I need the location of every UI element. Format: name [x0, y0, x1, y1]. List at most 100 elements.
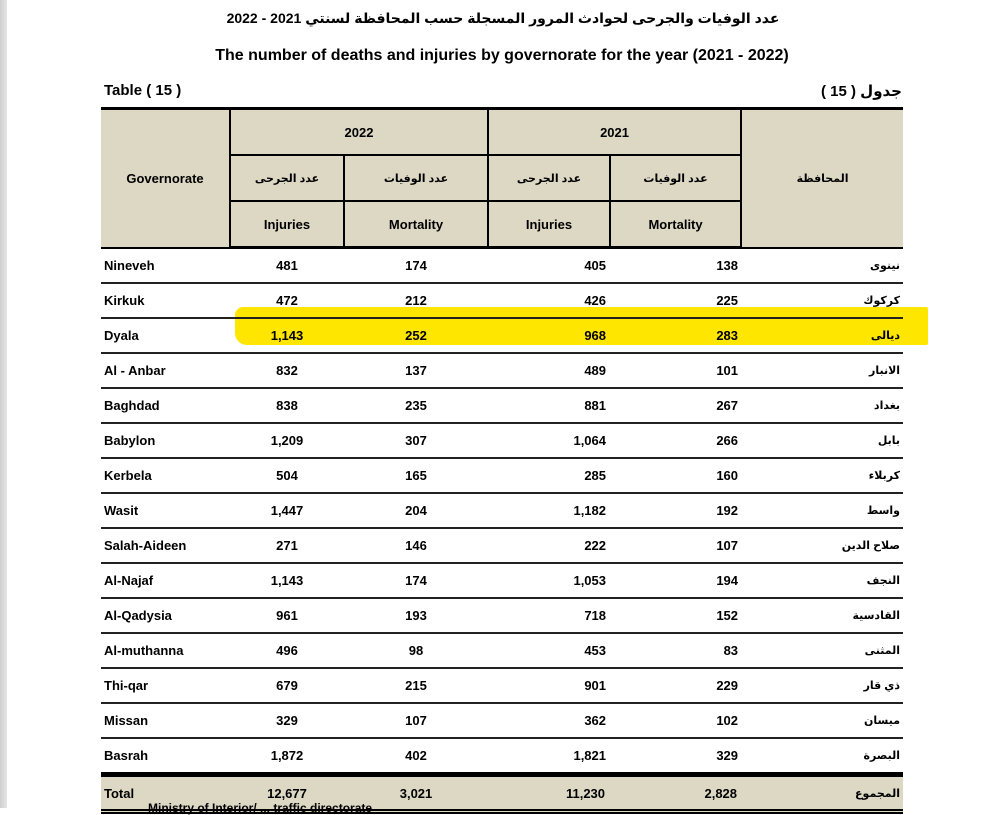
year-2021-header: 2021 — [487, 107, 743, 156]
mortality-2022-cell: 98 — [344, 633, 489, 669]
table-row: Salah-Aideen 271 146 222 107 صلاح الدين — [101, 528, 904, 564]
mortality-2021-cell: 225 — [610, 283, 742, 319]
total-label-ar: المجموع — [741, 772, 904, 814]
injuries-2022-cell: 838 — [230, 388, 344, 424]
injuries-2022-cell: 1,872 — [230, 738, 344, 776]
mortality-2021-cell: 102 — [610, 703, 742, 739]
governorate-en-cell: Nineveh — [101, 247, 230, 284]
injuries-2021-cell: 453 — [488, 633, 611, 669]
table-row: Nineveh 481 174 405 138 نينوى — [101, 247, 904, 284]
mortality-ar-header-2021: عدد الوفيات — [609, 154, 743, 202]
mortality-2021-cell: 101 — [610, 353, 742, 389]
injuries-2021-cell: 1,053 — [488, 563, 611, 599]
injuries-2021-cell: 881 — [488, 388, 611, 424]
governorate-ar-cell: كركوك — [741, 283, 904, 319]
table-row: Baghdad 838 235 881 267 بغداد — [101, 388, 904, 424]
injuries-2021-cell: 285 — [488, 458, 611, 494]
injuries-2021-cell: 489 — [488, 353, 611, 389]
governorate-en-cell: Kirkuk — [101, 283, 230, 319]
mortality-2022-cell: 174 — [344, 563, 489, 599]
governorate-table: Governorate 2022 2021 المحافظة عدد الجرح… — [101, 107, 904, 814]
mortality-2022-cell: 193 — [344, 598, 489, 634]
mortality-2022-cell: 137 — [344, 353, 489, 389]
governorate-ar-cell: النجف — [741, 563, 904, 599]
governorate-ar-cell: بغداد — [741, 388, 904, 424]
mortality-2021-cell: 329 — [610, 738, 742, 776]
injuries-2022-cell: 679 — [230, 668, 344, 704]
injuries-2021-cell: 1,064 — [488, 423, 611, 459]
mortality-2022-cell: 252 — [344, 318, 489, 354]
table-label-arabic: جدول ( 15 ) — [820, 83, 902, 100]
table-row: Al-Qadysia 961 193 718 152 القادسية — [101, 598, 904, 634]
mortality-2022-cell: 307 — [344, 423, 489, 459]
mortality-2022-cell: 174 — [344, 247, 489, 284]
governorate-ar-cell: ميسان — [741, 703, 904, 739]
table-row: Al-muthanna 496 98 453 83 المثنى — [101, 633, 904, 669]
mortality-2021-cell: 152 — [610, 598, 742, 634]
governorate-en-cell: Babylon — [101, 423, 230, 459]
table-row: Wasit 1,447 204 1,182 192 واسط — [101, 493, 904, 529]
table-row: Al - Anbar 832 137 489 101 الانبار — [101, 353, 904, 389]
injuries-2022-cell: 1,447 — [230, 493, 344, 529]
injuries-en-header-2022: Injuries — [229, 200, 345, 249]
mortality-ar-header-2022: عدد الوفيات — [342, 154, 490, 202]
table-label-english: Table ( 15 ) — [104, 82, 182, 99]
injuries-2021-cell: 426 — [488, 283, 611, 319]
mortality-2022-cell: 402 — [344, 738, 489, 776]
source-footnote: Ministry of Interior/ ... traffic direct… — [148, 801, 373, 815]
injuries-2021-cell: 222 — [488, 528, 611, 564]
mortality-en-header-2022: Mortality — [342, 200, 490, 249]
governorate-ar-cell: نينوى — [741, 247, 904, 284]
governorate-ar-cell: القادسية — [741, 598, 904, 634]
injuries-2022-cell: 1,143 — [230, 563, 344, 599]
mortality-2021-cell: 192 — [610, 493, 742, 529]
injuries-2021-cell: 718 — [488, 598, 611, 634]
injuries-2021-cell: 968 — [488, 318, 611, 354]
governorate-ar-cell: كربلاء — [741, 458, 904, 494]
mortality-2022-cell: 107 — [344, 703, 489, 739]
total-injuries-2021: 11,230 — [488, 772, 611, 814]
injuries-2022-cell: 1,209 — [230, 423, 344, 459]
mortality-2022-cell: 212 — [344, 283, 489, 319]
governorate-en-cell: Thi-qar — [101, 668, 230, 704]
injuries-2022-cell: 271 — [230, 528, 344, 564]
governorate-en-cell: Salah-Aideen — [101, 528, 230, 564]
mortality-2022-cell: 146 — [344, 528, 489, 564]
mortality-2021-cell: 138 — [610, 247, 742, 284]
governorate-header-ar: المحافظة — [740, 107, 904, 249]
mortality-2022-cell: 235 — [344, 388, 489, 424]
total-mortality-2021: 2,828 — [610, 772, 742, 814]
year-2022-header: 2022 — [228, 107, 490, 156]
total-row: Total 12,677 3,021 11,230 2,828 المجموع — [101, 772, 904, 814]
table-row: Kirkuk 472 212 426 225 كركوك — [101, 283, 904, 319]
injuries-2022-cell: 481 — [230, 247, 344, 284]
mortality-2021-cell: 266 — [610, 423, 742, 459]
table-row: Missan 329 107 362 102 ميسان — [101, 703, 904, 739]
governorate-en-cell: Kerbela — [101, 458, 230, 494]
governorate-en-cell: Al-muthanna — [101, 633, 230, 669]
mortality-en-header-2021: Mortality — [609, 200, 743, 249]
injuries-ar-header-2022: عدد الجرحى — [229, 154, 345, 202]
injuries-2022-cell: 472 — [230, 283, 344, 319]
table-row: Basrah 1,872 402 1,821 329 البصرة — [101, 738, 904, 776]
mortality-2021-cell: 283 — [610, 318, 742, 354]
injuries-2021-cell: 1,821 — [488, 738, 611, 776]
injuries-2022-cell: 961 — [230, 598, 344, 634]
mortality-2021-cell: 267 — [610, 388, 742, 424]
mortality-2021-cell: 107 — [610, 528, 742, 564]
mortality-2021-cell: 160 — [610, 458, 742, 494]
injuries-2022-cell: 329 — [230, 703, 344, 739]
governorate-en-cell: Al-Najaf — [101, 563, 230, 599]
governorate-en-cell: Al - Anbar — [101, 353, 230, 389]
injuries-en-header-2021: Injuries — [487, 200, 612, 249]
governorate-en-cell: Baghdad — [101, 388, 230, 424]
mortality-2022-cell: 165 — [344, 458, 489, 494]
governorate-en-cell: Missan — [101, 703, 230, 739]
title-english: The number of deaths and injuries by gov… — [215, 47, 789, 64]
injuries-2022-cell: 1,143 — [230, 318, 344, 354]
governorate-ar-cell: واسط — [741, 493, 904, 529]
mortality-2021-cell: 83 — [610, 633, 742, 669]
injuries-ar-header-2021: عدد الجرحى — [487, 154, 612, 202]
page-left-edge — [0, 0, 7, 808]
injuries-2021-cell: 362 — [488, 703, 611, 739]
